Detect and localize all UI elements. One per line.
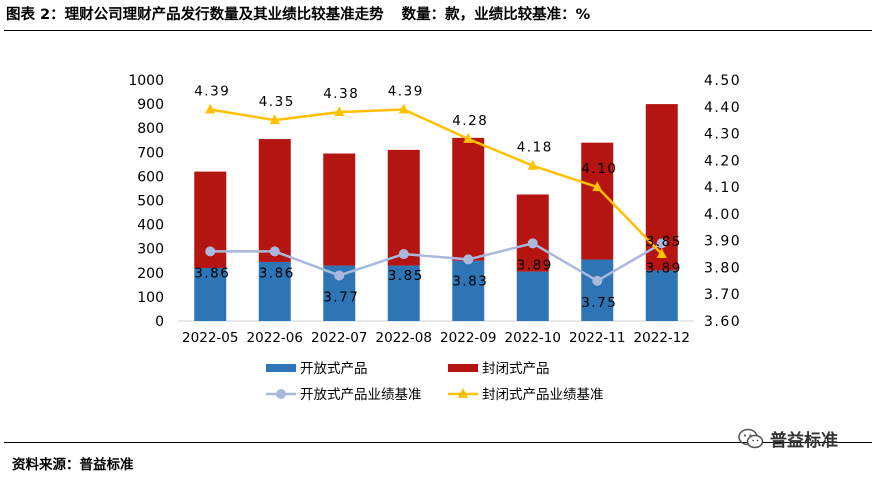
legend-marker (458, 388, 468, 398)
closed-benchmark-point (205, 103, 216, 114)
watermark-text: 普益标准 (770, 431, 838, 451)
legend-label: 开放式产品 (300, 361, 368, 377)
closed-benchmark-point (398, 103, 409, 114)
top-rule (4, 30, 872, 31)
watermark: 普益标准 (738, 426, 838, 451)
bar-open (258, 261, 291, 321)
wechat-icon (738, 428, 764, 448)
bar-closed (387, 149, 420, 266)
legend-label: 开放式产品业绩基准 (300, 386, 422, 403)
bar-open (387, 265, 420, 321)
legend-swatch (266, 364, 296, 372)
x-tick-label: 2022-09 (440, 330, 496, 346)
y-left-tick-label: 200 (137, 266, 164, 282)
closed-benchmark-point (269, 114, 280, 125)
open-benchmark-label: 3.86 (194, 265, 230, 281)
open-benchmark-line (210, 242, 663, 283)
bar-open (645, 270, 678, 321)
y-right-tick-label: 3.70 (704, 287, 741, 303)
y-left-tick-label: 600 (137, 169, 164, 185)
bar-closed (516, 194, 549, 272)
closed-benchmark-point (656, 248, 667, 259)
y-right-tick-label: 4.30 (704, 127, 741, 143)
x-tick-label: 2022-10 (505, 330, 561, 346)
y-right-tick-label: 4.40 (704, 100, 741, 116)
open-benchmark-label: 3.75 (581, 295, 617, 311)
bottom-rule (4, 442, 872, 443)
x-tick-label: 2022-11 (569, 330, 625, 346)
y-right-tick-label: 4.10 (704, 180, 741, 196)
open-benchmark-point (398, 249, 409, 260)
closed-benchmark-label: 3.85 (646, 234, 682, 250)
bar-open (516, 271, 549, 321)
y-right-tick-label: 3.90 (704, 234, 741, 250)
open-benchmark-label: 3.77 (323, 289, 359, 305)
y-right-tick-label: 4.50 (704, 73, 741, 89)
bar-closed (452, 137, 485, 261)
open-benchmark-label: 3.89 (646, 260, 682, 276)
legend-label: 封闭式产品业绩基准 (482, 386, 604, 403)
y-right-tick-label: 4.00 (704, 207, 741, 223)
y-left-tick-label: 400 (137, 218, 164, 234)
y-left-tick-label: 0 (155, 314, 164, 330)
bar-closed (258, 139, 291, 262)
open-benchmark-label: 3.86 (259, 265, 295, 281)
y-left-tick-label: 800 (137, 121, 164, 137)
open-benchmark-point (656, 238, 667, 249)
closed-benchmark-point (527, 159, 538, 170)
source-note: 资料来源：普益标准 (12, 457, 134, 473)
closed-benchmark-label: 4.39 (194, 83, 230, 99)
closed-benchmark-label: 4.35 (259, 94, 295, 110)
open-benchmark-point (334, 270, 345, 281)
figure-title: 图表 2：理财公司理财产品发行数量及其业绩比较基准走势 数量：款，业绩比较基准：% (6, 3, 872, 25)
bar-closed (581, 142, 614, 260)
closed-benchmark-line (210, 108, 663, 255)
legend-swatch (448, 364, 478, 372)
legend-marker (276, 389, 286, 399)
closed-benchmark-label: 4.39 (388, 83, 424, 99)
y-left-tick-label: 1000 (128, 73, 164, 89)
bar-open (194, 267, 227, 321)
y-left-tick-label: 500 (137, 194, 164, 210)
closed-benchmark-point (592, 181, 603, 192)
open-benchmark-label: 3.89 (517, 257, 553, 273)
x-tick-label: 2022-07 (311, 330, 367, 346)
legend-label: 封闭式产品 (482, 361, 550, 377)
open-benchmark-point (205, 246, 216, 257)
closed-benchmark-label: 4.28 (452, 113, 488, 129)
y-left-tick-label: 300 (137, 242, 164, 258)
y-right-tick-label: 3.60 (704, 314, 741, 330)
bar-closed (323, 153, 356, 266)
x-tick-label: 2022-05 (182, 330, 238, 346)
y-left-tick-label: 700 (137, 145, 164, 161)
y-right-tick-label: 4.20 (704, 153, 741, 169)
closed-benchmark-label: 4.38 (323, 86, 359, 102)
bar-open (452, 260, 485, 321)
open-benchmark-point (269, 246, 280, 257)
figure-units: 数量：款，业绩比较基准：% (401, 7, 591, 23)
open-benchmark-label: 3.83 (452, 273, 488, 289)
y-left-tick-label: 100 (137, 290, 164, 306)
bar-open (581, 259, 614, 321)
y-left-tick-label: 900 (137, 97, 164, 113)
open-benchmark-point (527, 238, 538, 249)
y-right-tick-label: 3.80 (704, 260, 741, 276)
closed-benchmark-point (334, 106, 345, 117)
x-tick-label: 2022-08 (376, 330, 432, 346)
closed-benchmark-label: 4.18 (517, 140, 553, 156)
closed-benchmark-label: 4.10 (581, 161, 617, 177)
closed-benchmark-point (463, 132, 474, 143)
open-benchmark-point (592, 275, 603, 286)
figure-title-text: 图表 2：理财公司理财产品发行数量及其业绩比较基准走势 (6, 7, 384, 23)
open-benchmark-point (463, 254, 474, 265)
open-benchmark-label: 3.85 (388, 268, 424, 284)
x-tick-label: 2022-06 (247, 330, 303, 346)
x-tick-label: 2022-12 (634, 330, 690, 346)
